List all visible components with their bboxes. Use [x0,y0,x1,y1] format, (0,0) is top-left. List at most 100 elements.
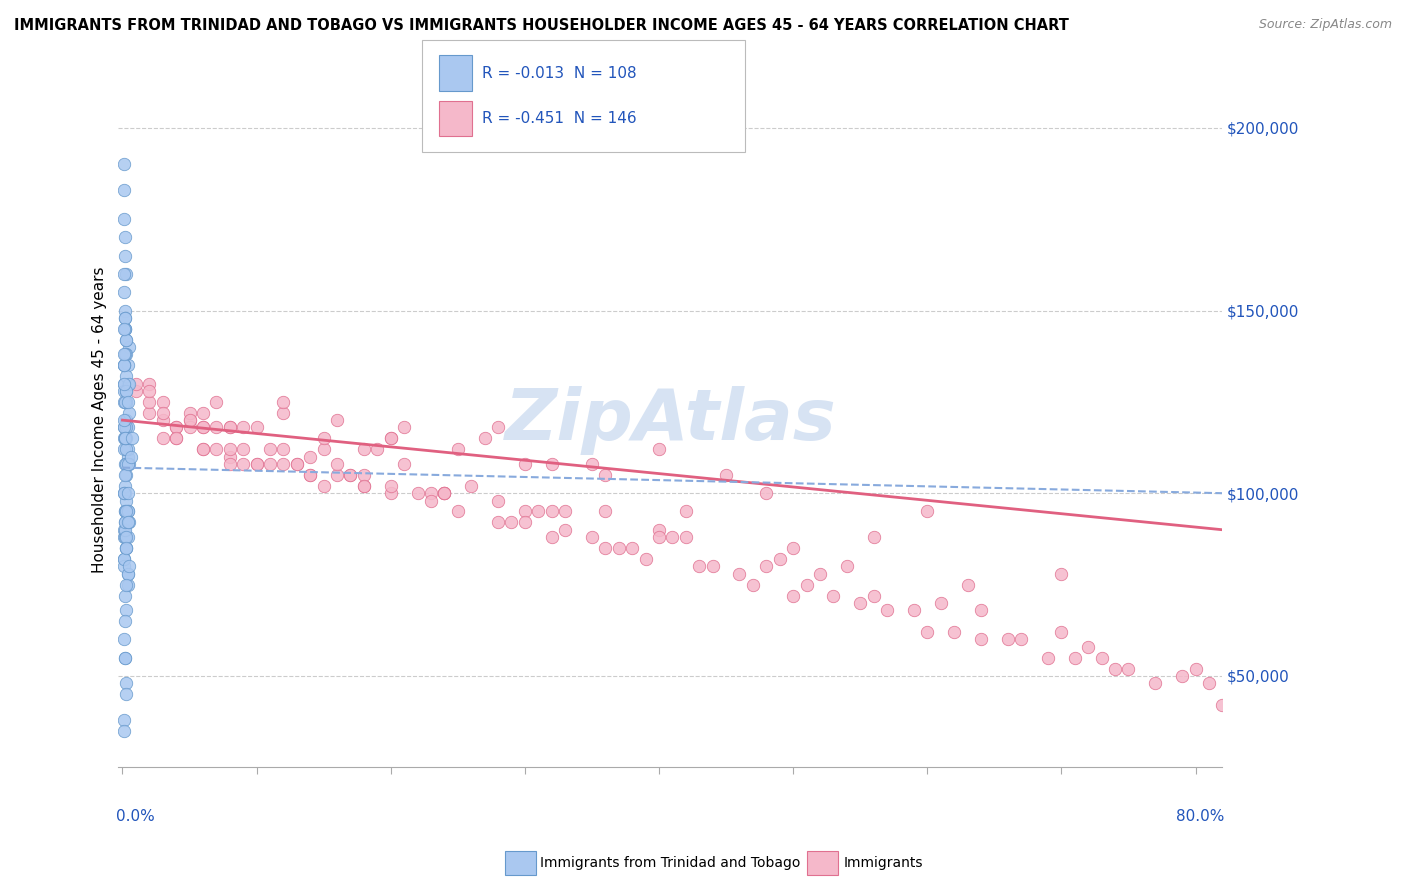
Point [112,523,135,537]
Point [392,420,415,434]
Point [232,442,254,457]
Point [114,310,136,325]
Point [299,450,322,464]
Point [118,340,141,354]
Point [1144,676,1167,690]
Point [782,541,804,555]
Point [115,384,138,398]
Point [115,442,138,457]
Text: Source: ZipAtlas.com: Source: ZipAtlas.com [1258,18,1392,31]
Point [115,431,138,445]
Point [447,504,470,518]
Point [115,384,138,398]
Point [115,395,138,409]
Point [581,530,603,544]
Point [540,504,562,518]
Point [903,603,925,617]
Point [112,713,135,727]
Text: Immigrants from Trinidad and Tobago: Immigrants from Trinidad and Tobago [540,856,800,871]
Point [114,589,136,603]
Point [392,457,415,471]
Point [165,431,187,445]
Point [1211,698,1233,713]
Point [205,442,228,457]
Point [115,333,138,347]
Y-axis label: Householder Income Ages 45 - 64 years: Householder Income Ages 45 - 64 years [93,267,107,574]
Point [115,347,138,361]
Point [943,625,966,640]
Point [179,420,201,434]
Point [326,467,349,482]
Point [125,384,148,398]
Point [115,687,138,701]
Point [115,504,138,518]
Text: IMMIGRANTS FROM TRINIDAD AND TOBAGO VS IMMIGRANTS HOUSEHOLDER INCOME AGES 45 - 6: IMMIGRANTS FROM TRINIDAD AND TOBAGO VS I… [14,18,1069,33]
Point [121,431,143,445]
Point [433,486,456,500]
Point [259,442,281,457]
Point [112,267,135,281]
Point [112,420,135,434]
Point [165,431,187,445]
Point [112,395,135,409]
Point [152,431,174,445]
Point [1050,625,1073,640]
Point [312,442,335,457]
Point [112,559,135,574]
Point [138,384,160,398]
Point [114,650,136,665]
Point [218,420,240,434]
Point [114,457,136,471]
Point [218,442,240,457]
Point [114,420,136,434]
Point [112,285,135,300]
Point [299,467,322,482]
Point [273,442,295,457]
Point [273,406,295,420]
Point [353,479,375,493]
Point [312,431,335,445]
Point [1036,650,1059,665]
Point [406,486,429,500]
Point [862,530,884,544]
Text: Immigrants: Immigrants [844,856,924,871]
Point [366,442,388,457]
Point [835,559,858,574]
Point [191,442,214,457]
Point [179,413,201,427]
Point [114,650,136,665]
Point [917,504,939,518]
Point [997,632,1019,647]
Point [312,479,335,493]
Point [115,420,138,434]
Text: R = -0.013  N = 108: R = -0.013 N = 108 [482,66,637,81]
Point [339,467,361,482]
Point [117,516,139,530]
Point [112,413,135,427]
Point [595,541,617,555]
Point [138,376,160,391]
Point [112,486,135,500]
Point [165,420,187,434]
Point [259,457,281,471]
Point [117,457,139,471]
Point [117,486,139,500]
Point [607,541,630,555]
Point [621,541,644,555]
Point [191,406,214,420]
Point [117,577,139,591]
Point [112,530,135,544]
Point [460,479,482,493]
Point [1104,662,1126,676]
Point [1118,662,1140,676]
Point [112,632,135,647]
Point [117,450,139,464]
Point [115,541,138,555]
Point [118,516,141,530]
Point [956,577,979,591]
Point [117,420,139,434]
Point [117,442,139,457]
Point [112,431,135,445]
Point [339,467,361,482]
Point [513,457,536,471]
